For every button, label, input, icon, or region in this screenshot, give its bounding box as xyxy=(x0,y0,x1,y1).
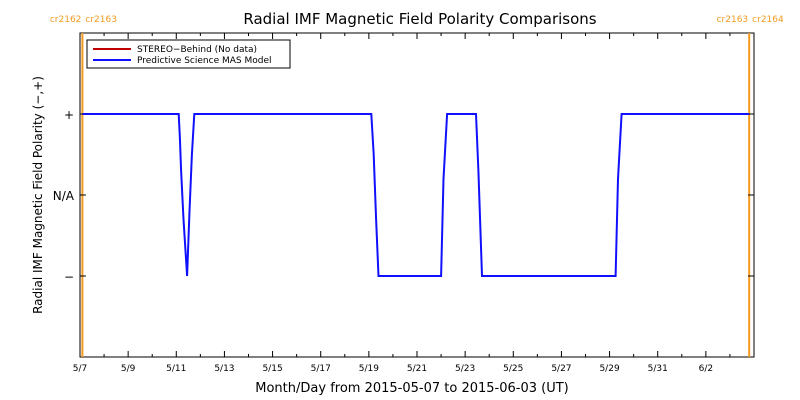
x-tick-label: 5/17 xyxy=(311,364,331,374)
legend-box xyxy=(86,39,291,69)
x-axis-label: Month/Day from 2015-05-07 to 2015-06-03 … xyxy=(255,381,568,396)
y-tick-label: N/A xyxy=(53,189,75,203)
y-tick-label: − xyxy=(64,270,74,284)
x-axis-ticks: 5/7 5/9 5/11 5/13 5/15 5/17 5/19 5/21 5/23 5/25 5/… xyxy=(73,33,731,374)
series-line xyxy=(82,113,750,277)
series-layer xyxy=(82,113,750,277)
x-tick-label: 5/27 xyxy=(551,364,571,374)
carrington-rotation-labels: cr2162 cr2163 cr2163 cr2164 xyxy=(50,15,784,25)
x-tick-label: 5/11 xyxy=(166,364,186,374)
x-tick-label: 5/15 xyxy=(262,364,282,374)
legend: STEREO−Behind (No data)Predictive Scienc… xyxy=(86,39,291,69)
carrington-label-left: cr2162 xyxy=(50,15,82,25)
x-tick-label: 5/13 xyxy=(214,364,234,374)
legend-label: Predictive Science MAS Model xyxy=(137,56,272,66)
x-tick-label: 5/23 xyxy=(455,364,475,374)
chart-title: Radial IMF Magnetic Field Polarity Compa… xyxy=(243,10,596,28)
carrington-label-right: cr2163 xyxy=(85,15,117,25)
carrington-label-left: cr2163 xyxy=(717,15,749,25)
x-tick-label: 6/2 xyxy=(699,364,713,374)
x-tick-label: 5/29 xyxy=(599,364,619,374)
x-tick-label: 5/9 xyxy=(121,364,136,374)
x-tick-label: 5/31 xyxy=(648,364,668,374)
x-tick-label: 5/7 xyxy=(73,364,87,374)
x-tick-label: 5/19 xyxy=(359,364,379,374)
y-axis-ticks: + N/A − xyxy=(53,108,754,284)
y-tick-label: + xyxy=(64,108,74,122)
x-tick-label: 5/25 xyxy=(503,364,523,374)
x-tick-label: 5/21 xyxy=(407,364,427,374)
plot-frame xyxy=(79,32,755,358)
legend-label: STEREO−Behind (No data) xyxy=(137,45,257,55)
y-axis-label: Radial IMF Magnetic Field Polarity (−,+) xyxy=(31,76,45,314)
carrington-label-right: cr2164 xyxy=(752,15,784,25)
